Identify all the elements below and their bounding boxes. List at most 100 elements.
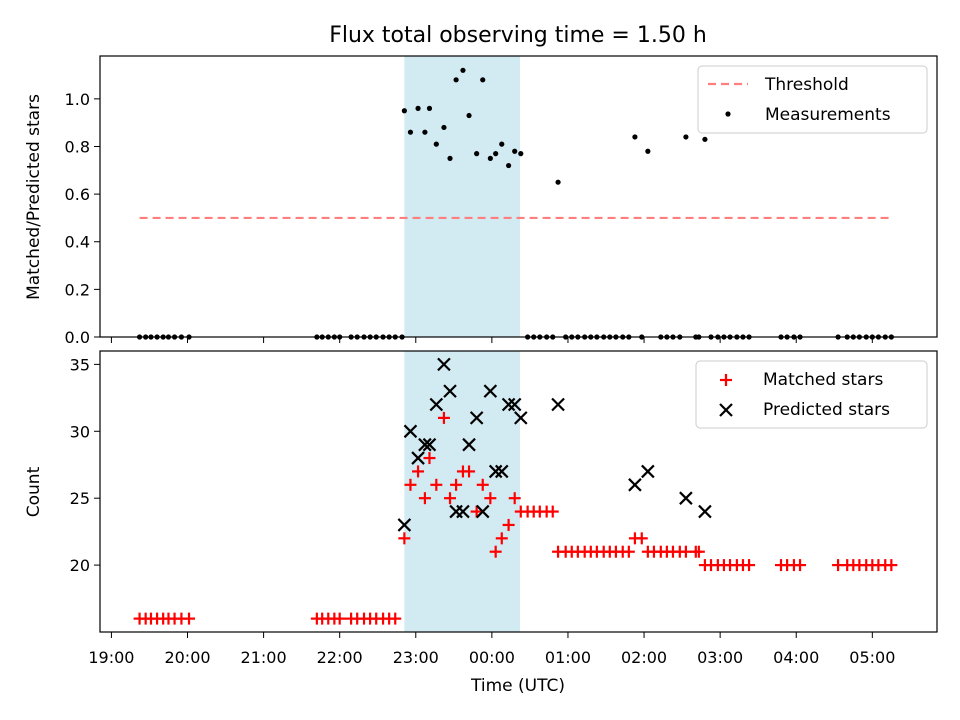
predicted-stars-point [437,357,451,372]
legend-matched-swatch [720,374,732,386]
measurement-point [493,151,499,157]
x-tick-label: 22:00 [317,648,363,667]
predicted-stars-point [488,464,503,479]
measurement-point [518,151,524,157]
predicted-stars-point [469,411,484,425]
matched-stars-point [404,478,417,491]
matched-stars-point [885,559,898,572]
predicted-stars-point [411,451,425,465]
bottom-panel: 20 25 30 35 19:00 20:00 21:00 22:00 23:00 00:00 0… [24,350,938,696]
top-panel: 0.0 0.2 0.4 0.6 0.8 1.0 Matched/Predicted sta… [24,55,938,347]
measurement-point [487,155,493,161]
measurement-point [466,112,472,119]
measurement-point [683,134,689,140]
measurement-point [460,67,466,73]
predicted-stars-point [514,411,528,425]
x-tick-label: 05:00 [849,648,895,667]
measurement-point [512,148,518,154]
measurement-point [433,141,439,147]
matched-stars-point [635,532,648,545]
matched-stars-point [430,478,443,491]
legend-matched-label: Matched stars [763,370,883,390]
measurement-point [447,155,453,161]
predicted-stars-point [462,437,476,452]
legend-predicted-label: Predicted stars [763,400,890,420]
legend-threshold-label: Threshold [764,75,849,95]
y-tick-label: 30 [70,422,90,441]
matched-stars-point [622,545,635,558]
predicted-stars-point [628,478,642,492]
matched-stars-point [476,478,489,491]
matched-stars-point [412,465,425,478]
matched-stars-point [489,545,502,558]
predicted-stars-point [456,504,470,519]
bottom-shaded-region [404,351,521,632]
measurement-point [702,136,708,142]
predicted-stars-point [641,464,655,479]
matched-stars-point [495,532,508,545]
top-shaded-region [404,56,521,337]
matched-stars-point [450,478,463,491]
matched-stars-point [333,612,346,625]
predicted-stars-point [507,397,522,412]
x-tick-label: 02:00 [621,648,667,667]
measurement-point [555,179,561,185]
predicted-stars-point [397,518,412,532]
top-legend-box [697,65,928,134]
y-tick-label: 25 [70,489,90,508]
measurement-point [632,134,638,140]
matched-stars-point [508,492,521,505]
y-tick-label: 0.8 [65,137,90,156]
matched-stars-point [418,492,431,505]
predicted-stars-point [679,491,693,505]
x-tick-label: 23:00 [393,648,439,667]
x-axis-label: Time (UTC) [470,676,565,696]
bottom-y-axis-label: Count [24,466,44,517]
matched-stars-point [484,492,497,505]
matched-stars-point [502,518,515,531]
legend-predicted-swatch [719,403,733,417]
y-tick-label: 0.6 [65,185,90,204]
matched-stars-point [444,492,457,505]
predicted-stars-point [501,397,516,412]
matched-stars-point [183,612,196,625]
matched-stars-point [692,545,705,558]
matched-stars-point [794,559,807,572]
predicted-stars-point [475,504,490,519]
predicted-stars-point [698,504,712,519]
measurement-point [480,77,486,83]
x-tick-label: 04:00 [773,648,819,667]
y-tick-label: 0.0 [65,328,90,347]
chart-title: Flux total observing time = 1.50 h [329,23,707,48]
matched-stars-point [743,559,756,572]
predicted-stars-point [483,384,498,398]
x-tick-label: 21:00 [241,648,287,667]
measurement-point [415,105,421,111]
x-tick-label: 00:00 [469,648,515,667]
legend-measurements-label: Measurements [765,105,891,125]
predicted-stars-point [551,397,565,412]
measurement-point [506,162,512,169]
matched-stars-point [470,505,483,518]
predicted-stars-point [429,397,444,412]
y-tick-label: 1.0 [65,90,90,109]
y-tick-label: 35 [70,355,90,374]
matched-stars-point [423,452,436,465]
matched-stars-point [463,465,476,478]
y-tick-label: 0.2 [65,280,90,299]
measurement-point [499,141,505,147]
matched-stars-point [389,612,402,625]
matched-stars-point [546,505,559,518]
y-tick-label: 0.4 [65,233,90,252]
bottom-legend-box [695,360,928,429]
bottom-plot-frame [99,350,938,633]
x-tick-label: 19:00 [88,648,134,667]
measurement-point [422,129,428,135]
y-tick-label: 20 [70,556,90,575]
measurement-point [441,124,447,131]
top-legend: Threshold Measurements [697,65,928,134]
measurement-point [407,129,414,135]
measurement-point [474,151,480,157]
measurement-point [645,148,651,154]
